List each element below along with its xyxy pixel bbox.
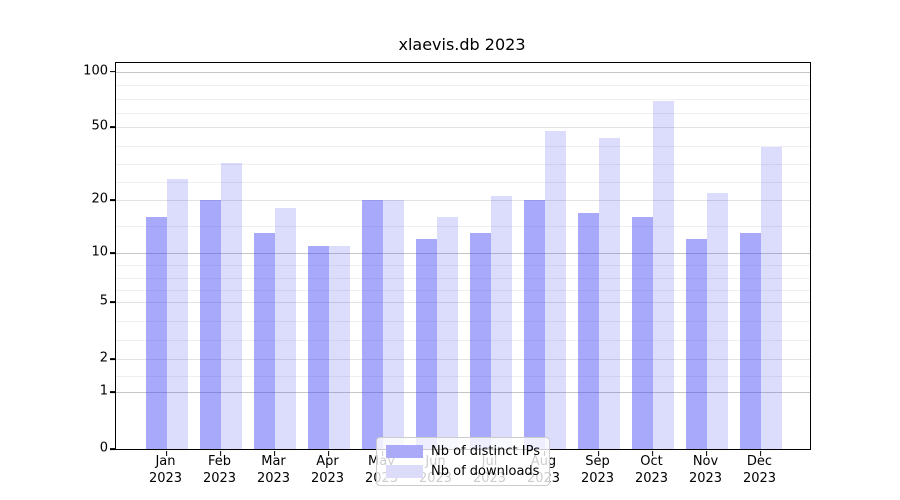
x-tick-mark [219, 450, 222, 456]
bar-distinct-ips [469, 233, 491, 449]
gridline [116, 359, 810, 361]
x-tick-mark [327, 450, 330, 456]
x-tick-label: Nov 2023 [688, 454, 723, 486]
bar-distinct-ips [523, 199, 545, 449]
bar-distinct-ips [361, 199, 383, 449]
major-gridline [116, 392, 810, 394]
x-tick-mark [165, 450, 168, 456]
legend: Nb of distinct IPs Nb of downloads [376, 437, 550, 486]
bar-distinct-ips [145, 217, 167, 449]
y-tick-label: 100 [83, 63, 108, 78]
bar-distinct-ips [253, 233, 275, 449]
bar-distinct-ips [199, 199, 221, 449]
legend-item-downloads: Nb of downloads [386, 464, 540, 479]
minor-gridline [116, 340, 810, 342]
y-tick-label: 20 [91, 191, 108, 207]
legend-item-distinct-ips: Nb of distinct IPs [386, 444, 540, 459]
y-tick-label: 5 [99, 293, 108, 309]
chart-title: xlaevis.db 2023 [398, 35, 526, 54]
y-tick-mark [109, 251, 115, 254]
y-tick-mark [109, 126, 115, 129]
major-gridline [116, 71, 810, 73]
bar-distinct-ips [739, 233, 761, 449]
bar-downloads [166, 179, 188, 449]
plot-area [109, 62, 811, 456]
y-tick-mark [109, 198, 115, 201]
bar-distinct-ips [685, 239, 707, 449]
y-tick-label: 10 [91, 244, 108, 260]
y-tick-label: 0 [99, 440, 108, 456]
bar-downloads [490, 196, 512, 449]
gridline [116, 127, 810, 129]
x-tick-mark [705, 450, 708, 456]
bar-downloads [760, 147, 782, 449]
y-tick-label: 2 [99, 350, 108, 366]
bar-downloads [652, 101, 674, 449]
bar-distinct-ips [631, 217, 653, 449]
minor-gridline [116, 85, 810, 87]
minor-gridline [116, 290, 810, 291]
y-tick-label: 1 [99, 383, 108, 399]
legend-label: Nb of downloads [431, 464, 540, 479]
x-tick-mark [759, 450, 762, 456]
legend-swatch-distinct-ips [386, 445, 424, 458]
bar-downloads [706, 192, 728, 449]
minor-gridline [116, 181, 810, 183]
minor-gridline [116, 145, 810, 147]
y-tick-mark [109, 358, 115, 360]
minor-gridline [116, 99, 810, 101]
x-tick-mark [273, 450, 276, 456]
minor-gridline [116, 321, 810, 323]
x-tick-label: Jan 2023 [148, 454, 183, 486]
y-tick-label: 50 [91, 118, 108, 134]
x-tick-label: Apr 2023 [310, 454, 345, 486]
bar-downloads [274, 208, 296, 449]
bar-downloads [382, 199, 404, 449]
x-tick-label: Feb 2023 [202, 454, 237, 486]
bar-distinct-ips [577, 212, 599, 449]
x-tick-label: Mar 2023 [256, 454, 291, 486]
minor-gridline [116, 277, 810, 279]
bar-downloads [598, 137, 620, 449]
minor-gridline [116, 265, 810, 267]
legend-label: Nb of distinct IPs [431, 444, 540, 459]
minor-gridline [116, 226, 810, 228]
y-tick-mark [109, 448, 115, 450]
legend-swatch-downloads [386, 465, 424, 478]
y-tick-mark [109, 301, 115, 304]
x-tick-label: Sep 2023 [580, 454, 615, 486]
x-tick-label: Dec 2023 [742, 454, 777, 486]
bar-distinct-ips [415, 239, 437, 449]
gridline [116, 302, 810, 304]
bar-downloads [328, 245, 350, 449]
minor-gridline [116, 375, 810, 377]
gridline [116, 199, 810, 201]
y-tick-mark [109, 70, 115, 73]
minor-gridline [116, 113, 810, 115]
bar-downloads [436, 217, 458, 449]
minor-gridline [116, 163, 810, 165]
bar-distinct-ips [307, 245, 329, 449]
major-gridline [116, 252, 810, 254]
x-tick-mark [597, 450, 600, 456]
x-tick-mark [651, 450, 654, 456]
bar-downloads [220, 163, 242, 449]
x-tick-label: Oct 2023 [634, 454, 669, 486]
y-tick-mark [109, 391, 115, 394]
bar-downloads [544, 130, 566, 449]
